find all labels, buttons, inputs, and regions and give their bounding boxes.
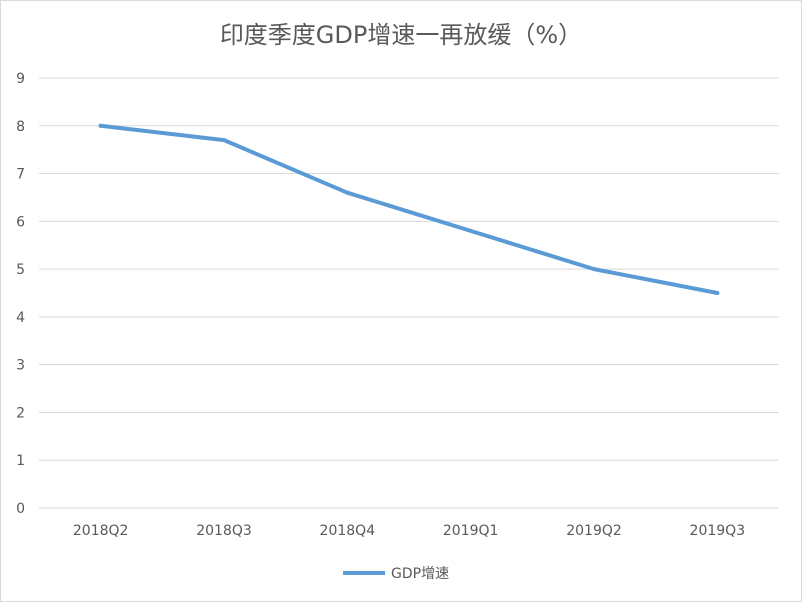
x-axis-ticks: 2018Q2 2018Q3 2018Q4 2019Q1 2019Q2 2019Q3: [73, 523, 745, 539]
legend: GDP增速: [343, 566, 449, 582]
y-tick-label: 6: [16, 214, 25, 230]
y-tick-label: 7: [16, 167, 25, 183]
data-point: [592, 267, 596, 272]
data-point: [468, 228, 473, 233]
y-tick-label: 4: [16, 310, 25, 326]
y-tick-label: 2: [16, 405, 25, 421]
data-point: [715, 291, 720, 295]
y-tick-label: 8: [16, 119, 25, 135]
series-layer: [98, 123, 720, 295]
x-tick-label: 2018Q2: [73, 523, 129, 539]
y-axis-ticks: 0 1 2 3 4 5 6 7 8 9: [16, 71, 25, 517]
chart-title: 印度季度GDP增速一再放缓（%）: [220, 21, 582, 49]
y-tick-label: 0: [16, 501, 25, 517]
data-point: [98, 123, 103, 128]
y-tick-label: 5: [16, 262, 25, 278]
x-tick-label: 2019Q1: [443, 523, 499, 539]
y-tick-label: 3: [16, 358, 25, 374]
y-tick-label: 9: [16, 71, 25, 87]
y-tick-label: 1: [16, 453, 25, 469]
series-line-0: [98, 123, 720, 295]
legend-label: GDP增速: [391, 566, 449, 582]
data-point: [345, 190, 350, 195]
gridlines: [39, 77, 779, 509]
x-tick-label: 2019Q3: [690, 523, 746, 539]
x-tick-label: 2018Q3: [196, 523, 252, 539]
data-point: [222, 138, 226, 143]
x-tick-label: 2018Q4: [320, 523, 376, 539]
x-tick-label: 2019Q2: [566, 523, 622, 539]
